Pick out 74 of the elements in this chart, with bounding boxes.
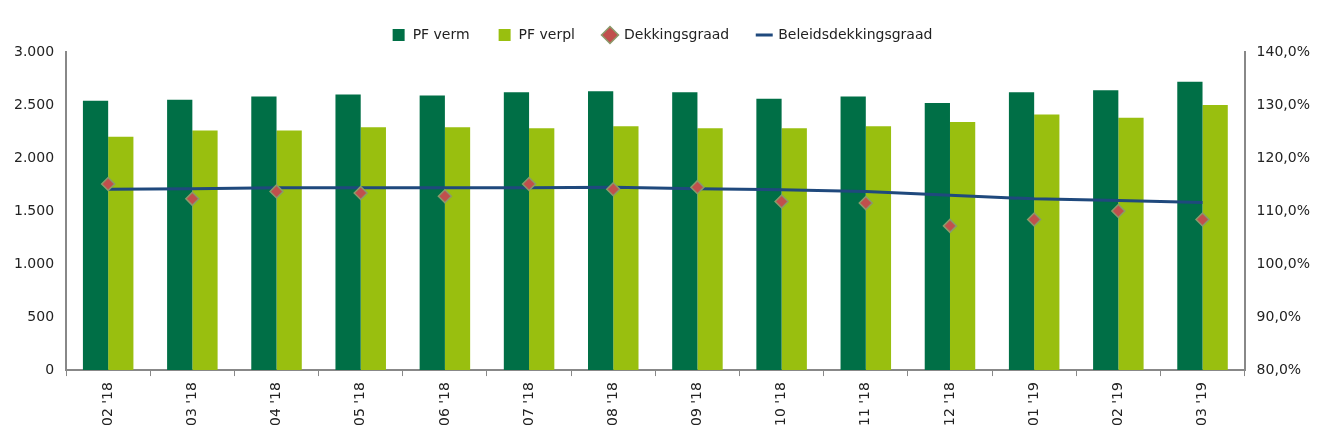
bar bbox=[1177, 81, 1203, 371]
bar bbox=[503, 92, 530, 371]
y2-tick-label: 100,0% bbox=[1256, 254, 1311, 271]
x-tick-label: 08 '18 bbox=[603, 382, 620, 427]
bar bbox=[529, 128, 555, 371]
bar bbox=[697, 128, 723, 371]
bar bbox=[672, 92, 698, 371]
point bbox=[185, 191, 200, 207]
y-tick-label: 1.000 bbox=[13, 254, 55, 271]
y-tick-label: 2.500 bbox=[13, 95, 55, 112]
bar bbox=[167, 99, 193, 371]
bar bbox=[613, 126, 639, 371]
bar bbox=[444, 127, 471, 371]
bar bbox=[588, 91, 614, 371]
legend-label: Dekkingsgraad bbox=[624, 25, 730, 42]
point bbox=[521, 176, 537, 192]
y-tick-label: 500 bbox=[27, 307, 55, 324]
y-tick-label: 2.000 bbox=[13, 148, 55, 165]
y2-tick-label: 80,0% bbox=[1256, 360, 1302, 377]
bar bbox=[360, 127, 386, 371]
point bbox=[1026, 212, 1042, 227]
bar bbox=[781, 128, 807, 371]
y-tick-label: 0 bbox=[45, 360, 55, 377]
legend-label: PF verm bbox=[412, 25, 470, 42]
bar bbox=[1093, 90, 1119, 371]
y2-tick-label: 110,0% bbox=[1256, 201, 1311, 218]
bar bbox=[82, 100, 109, 371]
x-tick-label: 02 '19 bbox=[1108, 382, 1125, 427]
x-tick-label: 01 '19 bbox=[1024, 382, 1041, 427]
point bbox=[606, 182, 621, 197]
point bbox=[353, 185, 368, 201]
bar bbox=[865, 126, 892, 371]
x-tick-label: 03 '19 bbox=[1193, 382, 1210, 427]
point bbox=[942, 218, 958, 234]
x-tick-label: 09 '18 bbox=[688, 382, 705, 427]
point bbox=[1195, 212, 1210, 227]
legend-label: PF verpl bbox=[518, 25, 576, 42]
point bbox=[690, 179, 705, 195]
point bbox=[1111, 203, 1126, 219]
bar bbox=[1034, 114, 1060, 371]
bar bbox=[335, 94, 361, 371]
bar bbox=[1118, 117, 1144, 371]
point bbox=[858, 195, 874, 211]
x-tick-label: 03 '18 bbox=[182, 382, 199, 427]
point bbox=[437, 188, 453, 204]
bar bbox=[1202, 105, 1228, 371]
bar bbox=[192, 130, 218, 371]
bar bbox=[1008, 92, 1035, 371]
x-tick-label: 02 '18 bbox=[98, 382, 115, 427]
x-tick-label: 11 '18 bbox=[856, 382, 873, 427]
x-tick-label: 07 '18 bbox=[519, 382, 536, 427]
bar bbox=[276, 130, 302, 371]
x-tick-label: 06 '18 bbox=[435, 382, 452, 427]
point bbox=[269, 184, 284, 199]
y2-tick-label: 130,0% bbox=[1256, 95, 1311, 112]
bar bbox=[108, 136, 134, 371]
bar bbox=[251, 96, 277, 371]
bar bbox=[949, 121, 976, 371]
y2-tick-label: 120,0% bbox=[1256, 148, 1311, 165]
y2-tick-label: 140,0% bbox=[1256, 42, 1311, 59]
x-tick-label: 04 '18 bbox=[267, 382, 284, 427]
point bbox=[100, 176, 116, 192]
x-tick-label: 10 '18 bbox=[772, 382, 789, 427]
x-tick-label: 05 '18 bbox=[351, 382, 368, 427]
y-tick-label: 1.500 bbox=[13, 201, 55, 218]
x-tick-label: 12 '18 bbox=[940, 382, 957, 427]
y-tick-label: 3.000 bbox=[13, 42, 55, 59]
bar bbox=[419, 95, 445, 371]
y2-tick-label: 90,0% bbox=[1256, 307, 1302, 324]
point bbox=[774, 194, 789, 209]
bar bbox=[840, 96, 866, 371]
legend-label: Beleidsdekkingsgraad bbox=[778, 25, 933, 42]
bar bbox=[924, 102, 950, 371]
bar bbox=[756, 98, 782, 371]
